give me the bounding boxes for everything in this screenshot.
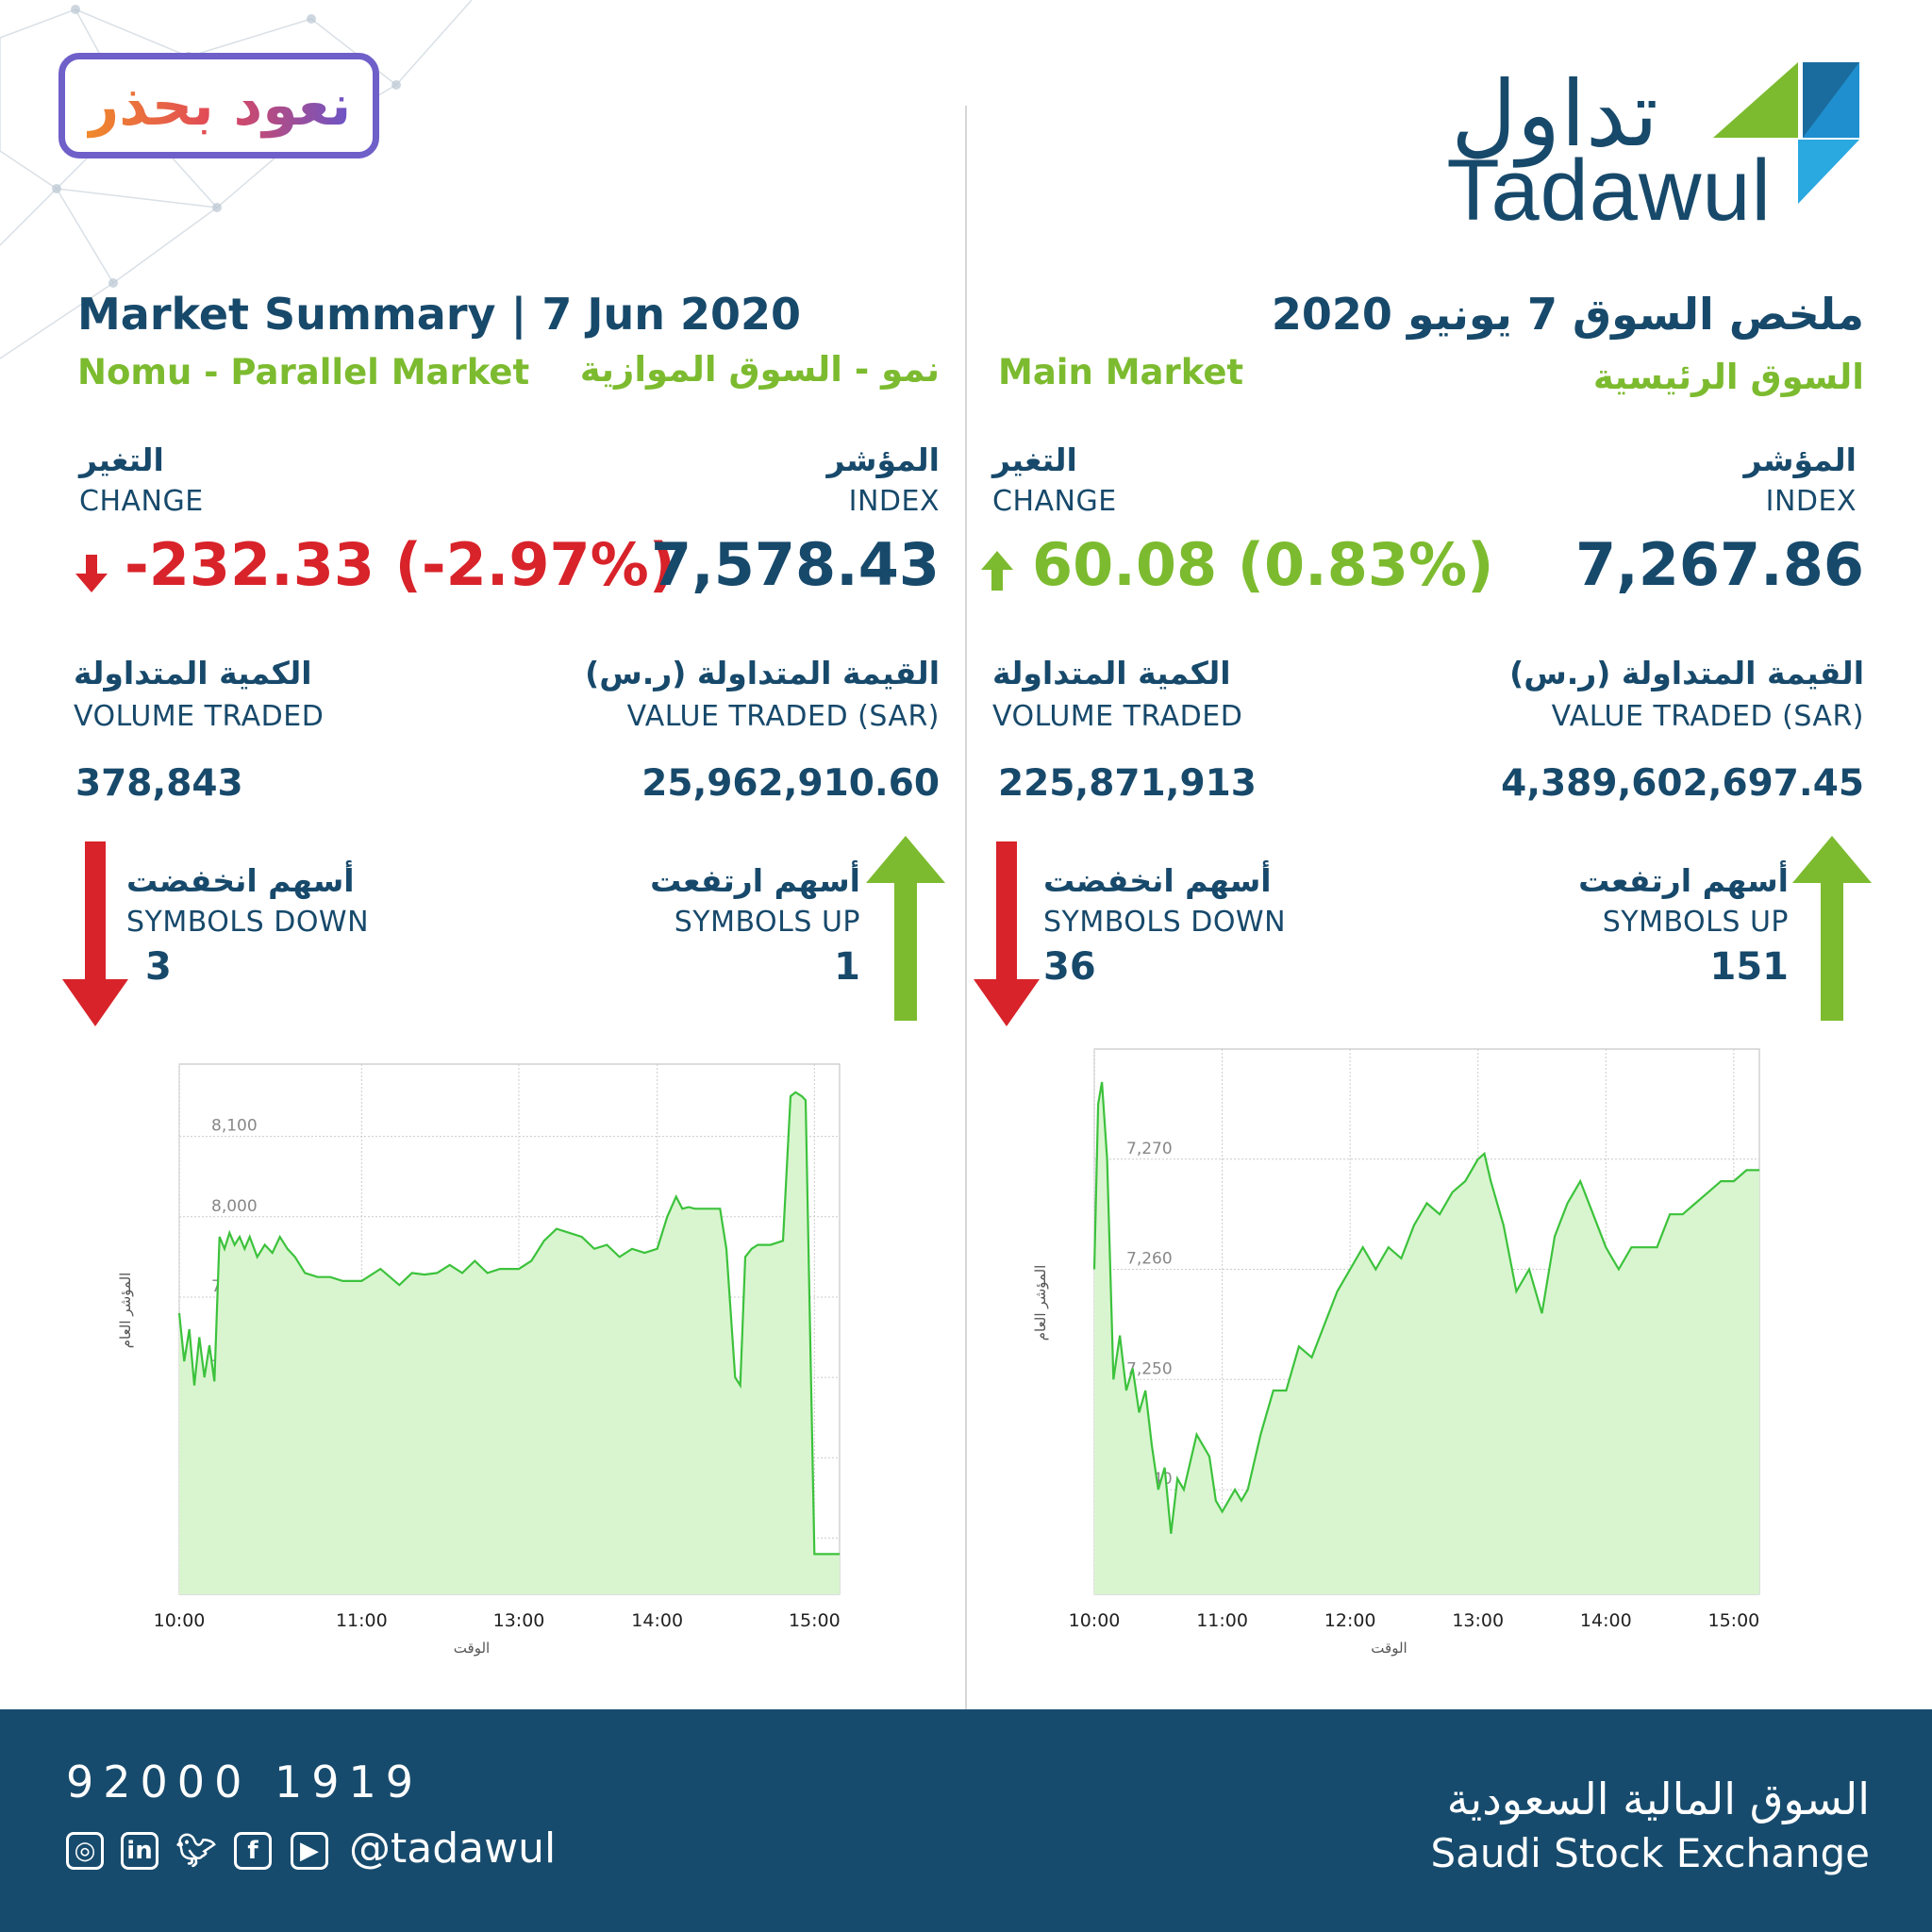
right-index-label-en: INDEX: [1765, 485, 1857, 518]
column-divider: [965, 106, 967, 1709]
left-value-label-ar: القيمة المتداولة (ر.س): [585, 655, 940, 691]
youtube-icon[interactable]: ▶: [291, 1832, 328, 1870]
instagram-icon[interactable]: ◎: [66, 1832, 104, 1870]
right-down-label-ar: أسهم انخفضت: [1043, 862, 1272, 899]
right-market-name-ar: السوق الرئيسية: [1592, 357, 1864, 397]
main-index-chart: 7,2407,2507,2607,27010:0011:0012:0013:00…: [1032, 1048, 1760, 1657]
right-value-traded: 4,389,602,697.45: [1501, 762, 1864, 805]
footer-bar: [0, 1709, 1932, 1932]
left-down-label-en: SYMBOLS DOWN: [126, 906, 370, 939]
x-axis-title: الوقت: [1371, 1640, 1407, 1657]
campaign-badge-text: نعود بحذر: [86, 73, 352, 139]
left-index-value: 7,578.43: [651, 530, 940, 599]
x-tick-label: 13:00: [1452, 1610, 1504, 1631]
right-value-label-en: VALUE TRADED (SAR): [1551, 700, 1864, 733]
tadawul-logo-mark-icon: [1713, 62, 1859, 204]
right-volume-value: 225,871,913: [998, 762, 1257, 805]
right-volume-label-ar: الكمية المتداولة: [992, 655, 1231, 691]
right-symbols-down: 36: [1043, 945, 1096, 989]
x-tick-label: 10:00: [154, 1610, 206, 1631]
phone-number: 92000 1919: [66, 1757, 424, 1807]
twitter-icon[interactable]: 🐦︎: [175, 1832, 217, 1870]
right-volume-label-en: VOLUME TRADED: [992, 700, 1243, 733]
y-tick-label: 8,100: [211, 1117, 258, 1136]
right-change-label-ar: التغير: [992, 441, 1077, 478]
left-change-value: -232.33 (-2.97%): [125, 530, 676, 599]
social-handle[interactable]: @tadawul: [349, 1824, 557, 1873]
right-change-value: 60.08 (0.83%): [1032, 530, 1494, 599]
exchange-name-ar: السوق المالية السعودية: [1446, 1774, 1870, 1824]
x-tick-label: 11:00: [336, 1610, 388, 1631]
left-up-label-en: SYMBOLS UP: [674, 906, 860, 939]
x-axis-title: الوقت: [454, 1640, 490, 1657]
tadawul-logo-arabic: تداول: [1451, 61, 1658, 167]
y-tick-label: 7,270: [1126, 1140, 1173, 1158]
right-summary-title: ملخص السوق 7 يونيو 2020: [1271, 289, 1864, 340]
symbols-down-arrow-icon: [62, 841, 128, 1026]
left-market-name-en: Nomu - Parallel Market: [77, 352, 530, 392]
right-market-name-en: Main Market: [998, 352, 1244, 392]
left-index-label-ar: المؤشر: [826, 441, 941, 478]
series-area: [1094, 1082, 1759, 1594]
left-market-name-ar: نمو - السوق الموازية: [579, 349, 940, 390]
left-change-label-ar: التغير: [79, 441, 164, 478]
nomu-index-chart: 7,6007,7007,8007,9008,0008,10010:0011:00…: [117, 1063, 841, 1657]
x-tick-label: 15:00: [1708, 1610, 1760, 1631]
x-tick-label: 11:00: [1196, 1610, 1248, 1631]
right-up-label-en: SYMBOLS UP: [1602, 906, 1789, 939]
left-volume-label-en: VOLUME TRADED: [74, 700, 325, 733]
left-volume-label-ar: الكمية المتداولة: [74, 655, 312, 691]
symbols-up-arrow-icon: [1792, 836, 1872, 1021]
right-index-value: 7,267.86: [1575, 530, 1864, 599]
left-symbols-up: 1: [834, 945, 860, 989]
right-up-label-ar: أسهم ارتفعت: [1578, 862, 1789, 899]
left-change-label-en: CHANGE: [79, 485, 204, 518]
x-tick-label: 14:00: [631, 1610, 683, 1631]
series-line: [177, 1091, 840, 1556]
x-tick-label: 14:00: [1580, 1610, 1632, 1631]
symbols-up-arrow-icon: [866, 836, 945, 1021]
campaign-badge: نعود بحذر: [58, 53, 379, 158]
facebook-icon[interactable]: f: [234, 1832, 272, 1870]
symbols-down-arrow-icon: [974, 841, 1040, 1026]
right-index-label-ar: المؤشر: [1743, 441, 1857, 478]
left-summary-title: Market Summary | 7 Jun 2020: [77, 289, 802, 340]
x-tick-label: 13:00: [493, 1610, 545, 1631]
left-down-label-ar: أسهم انخفضت: [126, 862, 355, 899]
series-line: [1092, 1081, 1759, 1534]
left-volume-value: 378,843: [75, 762, 243, 805]
down-arrow-icon: [75, 555, 108, 592]
y-axis-title: المؤشر العام: [1032, 1265, 1049, 1341]
y-tick-label: 7,260: [1126, 1250, 1173, 1269]
up-arrow-icon: [981, 551, 1013, 591]
right-symbols-up: 151: [1709, 945, 1790, 989]
y-tick-label: 7,250: [1126, 1359, 1173, 1378]
y-tick-label: 8,000: [211, 1197, 258, 1216]
x-tick-label: 10:00: [1069, 1610, 1121, 1631]
series-area: [179, 1091, 840, 1594]
right-value-label-ar: القيمة المتداولة (ر.س): [1509, 655, 1864, 691]
tadawul-logo-english: Tadawul: [1446, 142, 1772, 239]
left-value-label-en: VALUE TRADED (SAR): [626, 700, 940, 733]
x-tick-label: 12:00: [1324, 1610, 1376, 1631]
right-change-label-en: CHANGE: [992, 485, 1117, 518]
right-down-label-en: SYMBOLS DOWN: [1043, 906, 1287, 939]
left-up-label-ar: أسهم ارتفعت: [650, 862, 860, 899]
exchange-name-en: Saudi Stock Exchange: [1430, 1830, 1870, 1876]
x-tick-label: 15:00: [789, 1610, 841, 1631]
left-index-label-en: INDEX: [848, 485, 940, 518]
y-axis-title: المؤشر العام: [117, 1273, 134, 1349]
left-symbols-down: 3: [145, 945, 172, 989]
left-value-traded: 25,962,910.60: [641, 762, 940, 805]
linkedin-icon[interactable]: in: [121, 1832, 158, 1870]
